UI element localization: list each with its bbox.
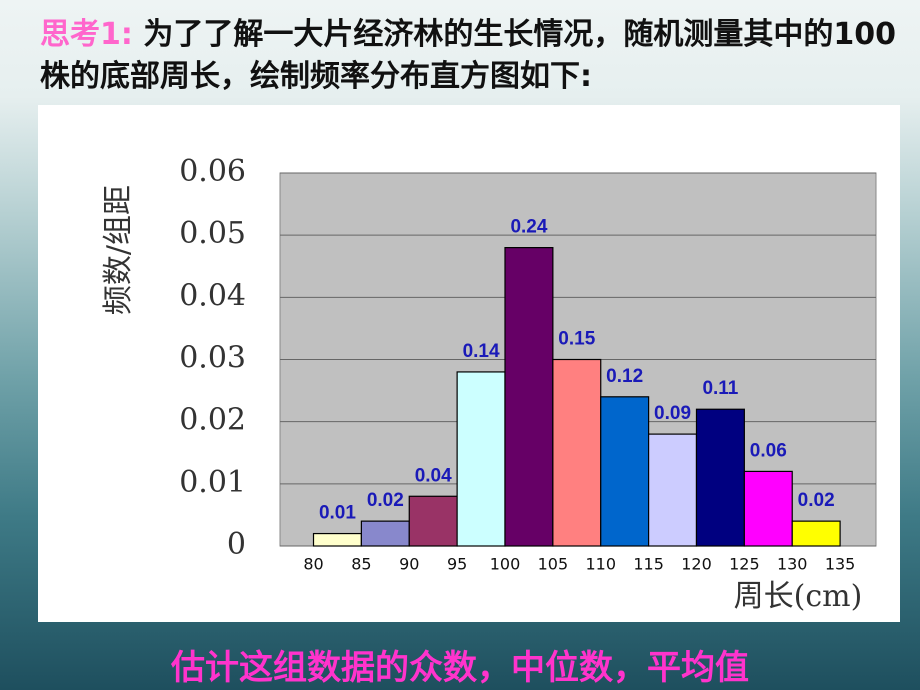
bar: [695, 408, 745, 547]
y-tick-label: 0.05: [179, 216, 246, 251]
x-tick-label: 85: [351, 555, 371, 574]
x-tick-label: 80: [303, 555, 323, 574]
x-tick-label: 120: [681, 555, 712, 574]
x-tick-label: 95: [447, 555, 467, 574]
x-tick-label: 110: [585, 555, 616, 574]
data-label: 0.04: [415, 465, 452, 486]
x-tick-label: 125: [729, 555, 760, 574]
x-tick-label: 90: [399, 555, 419, 574]
data-label: 0.11: [702, 378, 738, 399]
data-label: 0.24: [510, 217, 547, 238]
y-axis-label: 频数/组距: [101, 185, 136, 315]
x-axis-label: 周长(cm): [734, 579, 863, 614]
bar: [408, 495, 458, 547]
x-tick-label: 100: [490, 555, 521, 574]
bar: [504, 247, 554, 547]
data-label: 0.06: [750, 440, 787, 461]
data-label: 0.14: [463, 341, 500, 362]
bar: [312, 532, 362, 547]
y-tick-label: 0: [227, 527, 246, 562]
bar: [743, 470, 793, 547]
bar: [456, 371, 506, 547]
y-tick-label: 0.06: [179, 154, 246, 189]
data-label: 0.15: [558, 329, 595, 350]
y-tick-label: 0.03: [179, 341, 246, 376]
y-tick-label: 0.04: [179, 278, 246, 313]
footer: 估计这组数据的众数，中位数，平均值: [171, 648, 749, 688]
x-tick-label: 130: [777, 555, 808, 574]
data-label: 0.01: [319, 503, 356, 524]
y-tick-label: 0.01: [179, 465, 246, 500]
bar: [648, 433, 698, 547]
question-label: 思考1:: [40, 17, 133, 52]
bar: [600, 396, 650, 547]
x-tick-label: 105: [538, 555, 569, 574]
x-tick-label: 115: [633, 555, 664, 574]
data-label: 0.02: [367, 490, 404, 511]
x-tick-label: 135: [825, 555, 856, 574]
question: 思考1: 为了了解一大片经济林的生长情况，随机测量其中的100株的底部周长，绘制…: [40, 14, 910, 98]
y-tick-label: 0.02: [179, 403, 246, 438]
bar: [552, 358, 602, 547]
bar: [360, 520, 410, 547]
bar: [791, 520, 841, 547]
question-text: 为了了解一大片经济林的生长情况，随机测量其中的100株的底部周长，绘制频率分布直…: [40, 17, 896, 94]
data-label: 0.12: [606, 366, 643, 387]
data-label: 0.09: [654, 403, 691, 424]
data-label: 0.02: [798, 490, 835, 511]
